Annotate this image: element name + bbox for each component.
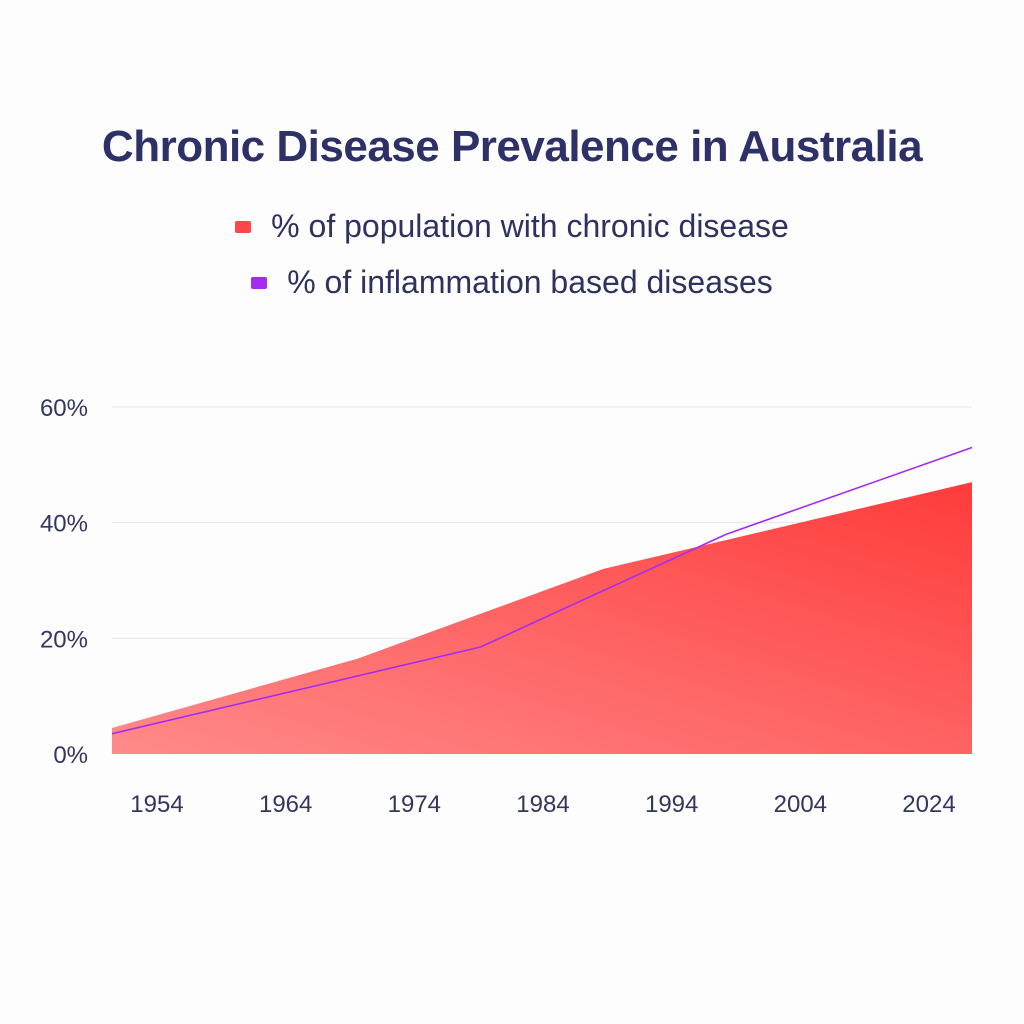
y-tick-label: 60%: [40, 395, 88, 422]
line-series-inflammation: [111, 446, 973, 735]
x-tick-label: 2024: [902, 791, 955, 818]
chart-title: Chronic Disease Prevalence in Australia: [101, 122, 923, 171]
legend-swatch-inflammation: [251, 276, 268, 289]
legend-item-chronic: % of population with chronic disease: [0, 208, 1024, 245]
legend-item-inflammation: % of inflammation based diseases: [0, 264, 1024, 301]
legend-label-chronic: % of population with chronic disease: [271, 208, 789, 244]
x-axis-ticks: 1954 1964 1974 1984 1994 2004 2024: [130, 791, 955, 818]
y-axis-ticks: 0% 20% 40% 60%: [40, 395, 88, 769]
legend-swatch-chronic: [235, 220, 252, 233]
series-layer: [111, 446, 973, 754]
x-tick-label: 1964: [259, 791, 312, 818]
x-tick-label: 2004: [774, 791, 827, 818]
y-tick-label: 40%: [40, 511, 88, 538]
legend-label-inflammation: % of inflammation based diseases: [287, 264, 773, 300]
y-tick-label: 20%: [40, 626, 88, 653]
y-tick-label: 0%: [53, 742, 88, 769]
x-tick-label: 1984: [516, 791, 569, 818]
x-tick-label: 1974: [388, 791, 441, 818]
x-tick-label: 1954: [130, 791, 183, 818]
x-tick-label: 1994: [645, 791, 698, 818]
